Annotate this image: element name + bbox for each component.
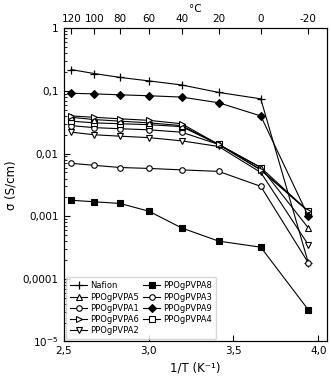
PPOgPVPA9 — [217, 100, 221, 105]
PPOgPVPA6 — [217, 142, 221, 147]
PPOgPVPA4 — [259, 165, 263, 170]
PPOgPVPA6 — [259, 168, 263, 172]
PPOgPVPA2 — [118, 134, 122, 138]
PPOgPVPA5 — [92, 117, 96, 122]
Legend: Nafion, PPOgPVPA5, PPOgPVPA1, PPOgPVPA6, PPOgPVPA2, PPOgPVPA8, PPOgPVPA3, PPOgPV: Nafion, PPOgPVPA5, PPOgPVPA1, PPOgPVPA6,… — [66, 277, 216, 339]
PPOgPVPA3 — [217, 142, 221, 147]
X-axis label: °C: °C — [189, 4, 202, 14]
PPOgPVPA4 — [306, 209, 310, 213]
X-axis label: 1/T (K⁻¹): 1/T (K⁻¹) — [170, 362, 220, 375]
Line: Nafion: Nafion — [67, 66, 312, 267]
PPOgPVPA4 — [147, 122, 151, 127]
Line: PPOgPVPA3: PPOgPVPA3 — [69, 123, 311, 214]
PPOgPVPA6 — [69, 114, 73, 118]
PPOgPVPA9 — [147, 94, 151, 98]
PPOgPVPA2 — [92, 133, 96, 137]
Line: PPOgPVPA2: PPOgPVPA2 — [69, 129, 311, 247]
PPOgPVPA8 — [217, 239, 221, 243]
PPOgPVPA2 — [259, 170, 263, 175]
PPOgPVPA3 — [92, 125, 96, 130]
PPOgPVPA8 — [259, 245, 263, 249]
Nafion — [118, 75, 122, 80]
PPOgPVPA9 — [306, 214, 310, 218]
PPOgPVPA2 — [69, 130, 73, 135]
Line: PPOgPVPA9: PPOgPVPA9 — [69, 91, 311, 219]
PPOgPVPA1 — [118, 165, 122, 170]
PPOgPVPA4 — [118, 122, 122, 126]
PPOgPVPA6 — [92, 115, 96, 120]
PPOgPVPA8 — [118, 201, 122, 206]
PPOgPVPA8 — [147, 209, 151, 213]
PPOgPVPA8 — [306, 307, 310, 312]
PPOgPVPA4 — [217, 142, 221, 147]
PPOgPVPA5 — [217, 142, 221, 147]
PPOgPVPA6 — [147, 118, 151, 123]
PPOgPVPA4 — [69, 119, 73, 124]
Line: PPOgPVPA8: PPOgPVPA8 — [69, 197, 311, 313]
PPOgPVPA5 — [118, 119, 122, 124]
PPOgPVPA6 — [306, 209, 310, 213]
PPOgPVPA3 — [259, 168, 263, 172]
PPOgPVPA4 — [180, 124, 184, 129]
Line: PPOgPVPA5: PPOgPVPA5 — [69, 114, 311, 231]
PPOgPVPA1 — [306, 261, 310, 265]
PPOgPVPA2 — [180, 139, 184, 143]
Nafion — [259, 97, 263, 101]
PPOgPVPA1 — [147, 166, 151, 171]
PPOgPVPA2 — [217, 144, 221, 149]
PPOgPVPA1 — [69, 161, 73, 166]
PPOgPVPA3 — [306, 209, 310, 213]
PPOgPVPA8 — [180, 226, 184, 230]
PPOgPVPA9 — [259, 114, 263, 118]
PPOgPVPA3 — [69, 123, 73, 128]
PPOgPVPA2 — [306, 243, 310, 247]
Line: PPOgPVPA4: PPOgPVPA4 — [69, 118, 311, 214]
PPOgPVPA6 — [180, 122, 184, 126]
Nafion — [69, 67, 73, 72]
PPOgPVPA3 — [180, 130, 184, 135]
PPOgPVPA9 — [118, 92, 122, 97]
PPOgPVPA6 — [118, 116, 122, 121]
PPOgPVPA1 — [180, 168, 184, 172]
PPOgPVPA5 — [180, 123, 184, 128]
Nafion — [147, 78, 151, 83]
Y-axis label: σ (S/cm): σ (S/cm) — [4, 160, 17, 210]
PPOgPVPA3 — [118, 127, 122, 131]
Nafion — [217, 90, 221, 95]
Nafion — [180, 83, 184, 87]
PPOgPVPA5 — [306, 226, 310, 230]
PPOgPVPA8 — [69, 198, 73, 202]
Line: PPOgPVPA6: PPOgPVPA6 — [69, 113, 311, 214]
PPOgPVPA9 — [69, 91, 73, 96]
PPOgPVPA1 — [92, 163, 96, 168]
Nafion — [92, 71, 96, 76]
PPOgPVPA5 — [147, 121, 151, 125]
PPOgPVPA1 — [259, 184, 263, 189]
PPOgPVPA5 — [69, 115, 73, 120]
PPOgPVPA4 — [92, 121, 96, 125]
Nafion — [306, 261, 310, 265]
PPOgPVPA9 — [180, 95, 184, 99]
PPOgPVPA3 — [147, 128, 151, 132]
PPOgPVPA9 — [92, 92, 96, 96]
PPOgPVPA8 — [92, 199, 96, 204]
PPOgPVPA1 — [217, 169, 221, 174]
Line: PPOgPVPA1: PPOgPVPA1 — [69, 161, 311, 266]
PPOgPVPA5 — [259, 165, 263, 170]
PPOgPVPA2 — [147, 135, 151, 140]
